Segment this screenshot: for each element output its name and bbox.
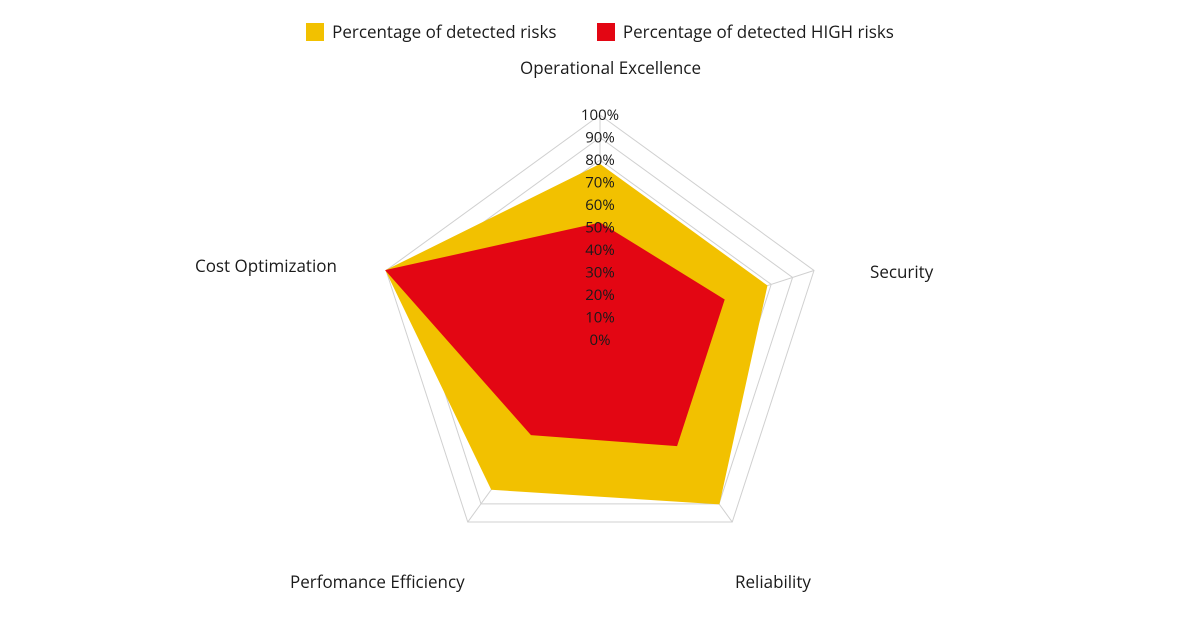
- axis-label-3: Perfomance Efficiency: [290, 570, 465, 593]
- tick-label: 90%: [585, 128, 615, 148]
- tick-label: 30%: [585, 263, 615, 283]
- tick-label: 20%: [585, 285, 615, 305]
- radar-ticks: 0%10% 20%30% 40%50% 60%70% 80%90% 100%: [581, 105, 619, 350]
- axis-label-1: Security: [870, 260, 933, 283]
- tick-label: 70%: [585, 173, 615, 193]
- tick-label: 0%: [590, 330, 611, 350]
- axis-label-0: Operational Excellence: [520, 56, 680, 79]
- axis-label-4: Cost Optimization: [195, 254, 337, 277]
- radar-series: [386, 165, 767, 504]
- tick-label: 10%: [585, 308, 615, 328]
- tick-label: 100%: [581, 105, 619, 125]
- tick-label: 50%: [585, 218, 615, 238]
- radar-chart-container: Percentage of detected risks Percentage …: [0, 0, 1200, 627]
- radar-svg: 0%10% 20%30% 40%50% 60%70% 80%90% 100%: [0, 0, 1200, 627]
- tick-label: 60%: [585, 195, 615, 215]
- tick-label: 80%: [585, 150, 615, 170]
- tick-label: 40%: [585, 240, 615, 260]
- axis-label-2: Reliability: [735, 570, 811, 593]
